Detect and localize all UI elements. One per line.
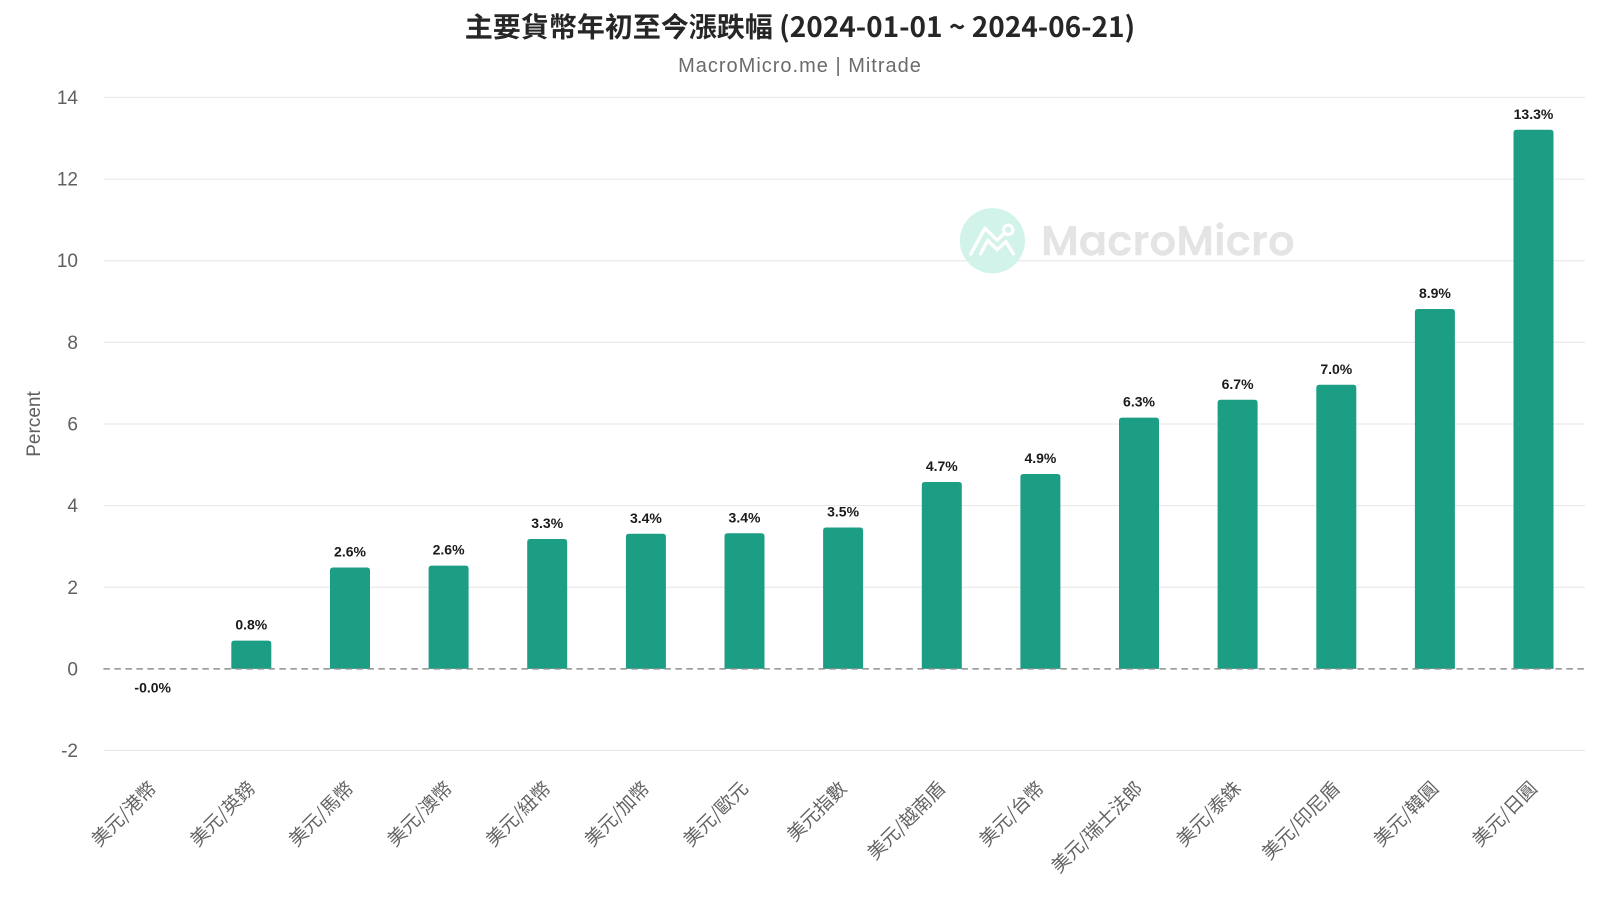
svg-text:MacroMicro.me | Mitrade: MacroMicro.me | Mitrade bbox=[678, 55, 922, 77]
svg-text:-0.0%: -0.0% bbox=[134, 680, 171, 696]
svg-text:6.3%: 6.3% bbox=[1123, 394, 1155, 410]
svg-text:4.7%: 4.7% bbox=[926, 458, 958, 474]
svg-text:0.8%: 0.8% bbox=[235, 617, 267, 633]
svg-text:4: 4 bbox=[67, 496, 78, 517]
svg-text:8: 8 bbox=[67, 333, 78, 354]
svg-text:6.7%: 6.7% bbox=[1222, 376, 1254, 392]
svg-text:4.9%: 4.9% bbox=[1024, 450, 1056, 466]
svg-text:3.3%: 3.3% bbox=[531, 515, 563, 531]
svg-text:3.4%: 3.4% bbox=[729, 509, 761, 525]
svg-text:2.6%: 2.6% bbox=[334, 544, 366, 560]
svg-text:10: 10 bbox=[57, 251, 78, 272]
svg-text:6: 6 bbox=[67, 415, 78, 436]
svg-text:Percent: Percent bbox=[24, 391, 45, 457]
svg-text:12: 12 bbox=[57, 170, 78, 191]
svg-text:13.3%: 13.3% bbox=[1514, 106, 1554, 122]
svg-text:7.0%: 7.0% bbox=[1320, 361, 1352, 377]
svg-text:0: 0 bbox=[67, 659, 78, 680]
svg-text:14: 14 bbox=[57, 88, 79, 109]
svg-text:-2: -2 bbox=[61, 741, 78, 762]
svg-text:3.5%: 3.5% bbox=[827, 504, 859, 520]
svg-text:2.6%: 2.6% bbox=[433, 542, 465, 558]
svg-text:8.9%: 8.9% bbox=[1419, 285, 1451, 301]
svg-text:2: 2 bbox=[67, 578, 78, 599]
svg-text:3.4%: 3.4% bbox=[630, 510, 662, 526]
